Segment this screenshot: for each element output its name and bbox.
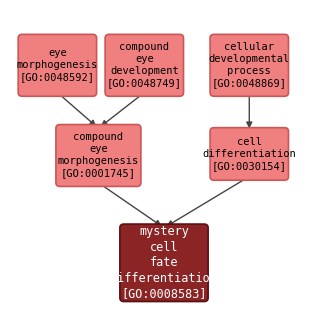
Text: compound
eye
morphogenesis
[GO:0001745]: compound eye morphogenesis [GO:0001745] [58,132,139,179]
Text: mystery
cell
fate
differentiation
[GO:0008583]: mystery cell fate differentiation [GO:00… [111,225,217,300]
FancyBboxPatch shape [18,35,96,96]
Text: compound
eye
development
[GO:0048749]: compound eye development [GO:0048749] [107,42,182,88]
FancyBboxPatch shape [210,35,289,96]
Text: cellular
developmental
process
[GO:0048869]: cellular developmental process [GO:00488… [209,42,290,88]
FancyBboxPatch shape [105,35,184,96]
Text: cell
differentiation
[GO:0030154]: cell differentiation [GO:0030154] [202,137,296,171]
Text: eye
morphogenesis
[GO:0048592]: eye morphogenesis [GO:0048592] [17,48,98,82]
FancyBboxPatch shape [56,125,141,187]
FancyBboxPatch shape [210,128,289,180]
FancyBboxPatch shape [120,224,208,302]
